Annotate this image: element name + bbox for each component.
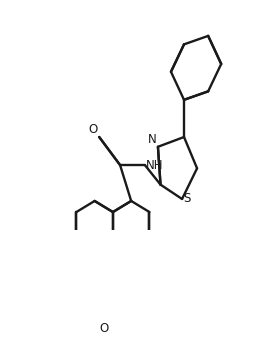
Text: S: S bbox=[183, 193, 191, 206]
Text: O: O bbox=[89, 123, 98, 136]
Text: O: O bbox=[99, 322, 108, 335]
Text: N: N bbox=[148, 133, 157, 146]
Text: NH: NH bbox=[146, 158, 164, 171]
